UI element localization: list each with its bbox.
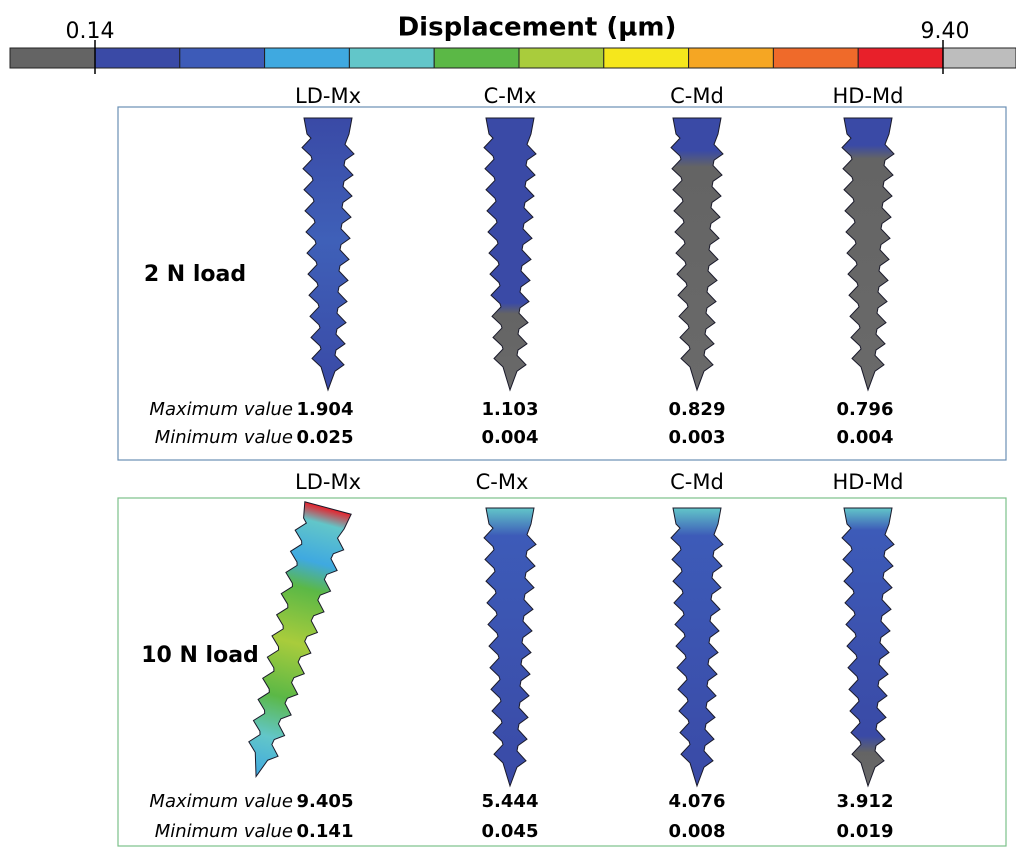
column-header: C-Mx bbox=[484, 84, 537, 108]
colorbar-segment bbox=[773, 48, 858, 68]
column-header: HD-Md bbox=[833, 84, 904, 108]
min-value: 0.025 bbox=[297, 427, 354, 448]
colorbar-min: 0.14 bbox=[66, 19, 115, 44]
min-value: 0.019 bbox=[837, 821, 894, 842]
colorbar bbox=[10, 40, 1016, 74]
screw-model bbox=[671, 118, 723, 390]
colorbar-segment bbox=[265, 48, 350, 68]
screw-model bbox=[671, 508, 723, 786]
panel: LD-Mx C-Mx C-Md HD-Md 10 N load Maximum value… bbox=[141, 470, 903, 842]
colorbar-segment bbox=[10, 48, 95, 68]
colorbar-segment bbox=[95, 48, 180, 68]
screw-model bbox=[842, 118, 894, 390]
colorbar-segment bbox=[349, 48, 434, 68]
screw-model bbox=[302, 118, 354, 390]
max-value: 1.904 bbox=[297, 399, 354, 420]
row-label: Minimum value bbox=[155, 427, 293, 448]
max-value: 1.103 bbox=[482, 399, 539, 420]
colorbar-segment bbox=[604, 48, 689, 68]
colorbar-segment bbox=[519, 48, 604, 68]
column-header: C-Mx bbox=[476, 470, 529, 494]
column-header: LD-Mx bbox=[295, 470, 361, 494]
min-value: 0.045 bbox=[482, 821, 539, 842]
row-label: Maximum value bbox=[149, 399, 293, 420]
figure: Displacement (µm) 0.14 9.40 LD-Mx C-Mx C-M… bbox=[0, 0, 1016, 847]
column-header: C-Md bbox=[670, 84, 724, 108]
colorbar-segment bbox=[180, 48, 265, 68]
colorbar-segment bbox=[858, 48, 943, 68]
min-value: 0.008 bbox=[669, 821, 726, 842]
screw-model bbox=[484, 508, 536, 786]
min-value: 0.003 bbox=[669, 427, 726, 448]
max-value: 5.444 bbox=[482, 791, 539, 812]
max-value: 9.405 bbox=[297, 791, 354, 812]
max-value: 0.829 bbox=[669, 399, 726, 420]
colorbar-segment bbox=[434, 48, 519, 68]
panels: LD-Mx C-Mx C-Md HD-Md 2 N load Maximum value M… bbox=[141, 84, 903, 842]
colorbar-segment bbox=[943, 48, 1016, 68]
row-label: Minimum value bbox=[155, 821, 293, 842]
colorbar-segment bbox=[689, 48, 774, 68]
row-label: Maximum value bbox=[149, 791, 293, 812]
max-value: 3.912 bbox=[837, 791, 894, 812]
panel: LD-Mx C-Mx C-Md HD-Md 2 N load Maximum value M… bbox=[144, 84, 904, 448]
colorbar-max: 9.40 bbox=[921, 19, 970, 44]
screw-model bbox=[484, 118, 536, 390]
max-value: 4.076 bbox=[669, 791, 726, 812]
column-header: C-Md bbox=[670, 470, 724, 494]
min-value: 0.141 bbox=[297, 821, 354, 842]
column-header: LD-Mx bbox=[295, 84, 361, 108]
min-value: 0.004 bbox=[837, 427, 894, 448]
load-label: 2 N load bbox=[144, 262, 246, 287]
load-label: 10 N load bbox=[141, 643, 259, 668]
screw-model bbox=[842, 508, 894, 786]
colorbar-title: Displacement (µm) bbox=[398, 13, 677, 43]
min-value: 0.004 bbox=[482, 427, 539, 448]
max-value: 0.796 bbox=[837, 399, 894, 420]
column-header: HD-Md bbox=[833, 470, 904, 494]
